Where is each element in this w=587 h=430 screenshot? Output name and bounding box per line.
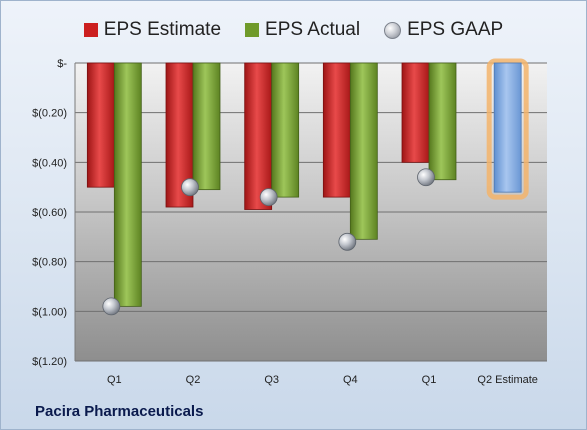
legend-label-eps-gaap: EPS GAAP [407,19,504,40]
x-tick-label: Q2 [186,374,201,386]
legend-label-eps-actual: EPS Actual [265,19,361,40]
legend-item-eps-actual: EPS Actual [245,19,360,41]
y-tick-label: $(0.80) [32,257,67,269]
bar-q2-estimate [493,62,522,193]
y-tick-label: $(1.00) [32,306,67,318]
bar-eps-actual [113,62,142,307]
company-name: Pacira Pharmaceuticals [35,403,204,420]
y-tick-label: $- [57,58,67,70]
bar-eps-estimate [322,62,351,198]
bar-eps-actual [349,62,378,240]
bar-eps-estimate [86,62,115,188]
legend-item-eps-estimate: EPS Estimate [83,19,222,41]
legend-swatch-eps-estimate [83,23,98,37]
bar-eps-estimate [401,62,430,163]
x-tick-label: Q3 [264,374,279,386]
marker-eps-gaap [181,178,199,197]
x-tick-label: Q2 Estimate [477,374,538,386]
y-tick-label: $(1.20) [32,356,67,368]
x-tick-label: Q1 [107,374,122,386]
y-tick-label: $(0.20) [32,108,67,120]
marker-eps-gaap [259,188,278,207]
marker-eps-gaap [102,297,121,316]
x-tick-label: Q4 [343,374,358,386]
chart-legend: EPS Estimate EPS Actual EPS GAAP [1,15,586,45]
legend-swatch-eps-actual [245,23,260,37]
bar-q2-estimate-glow [486,58,529,200]
x-tick-label: Q1 [422,374,437,386]
legend-label-eps-estimate: EPS Estimate [103,19,222,40]
marker-eps-gaap [338,232,357,251]
marker-eps-gaap [417,168,435,187]
bar-eps-estimate [244,62,273,210]
legend-item-eps-gaap: EPS GAAP [384,19,503,41]
y-tick-label: $(0.60) [32,207,67,219]
bar-eps-actual [428,62,457,181]
y-tick-label: $(0.40) [32,157,67,169]
bar-eps-actual [192,62,221,191]
legend-swatch-eps-gaap [384,21,402,39]
bar-eps-actual [271,62,300,198]
